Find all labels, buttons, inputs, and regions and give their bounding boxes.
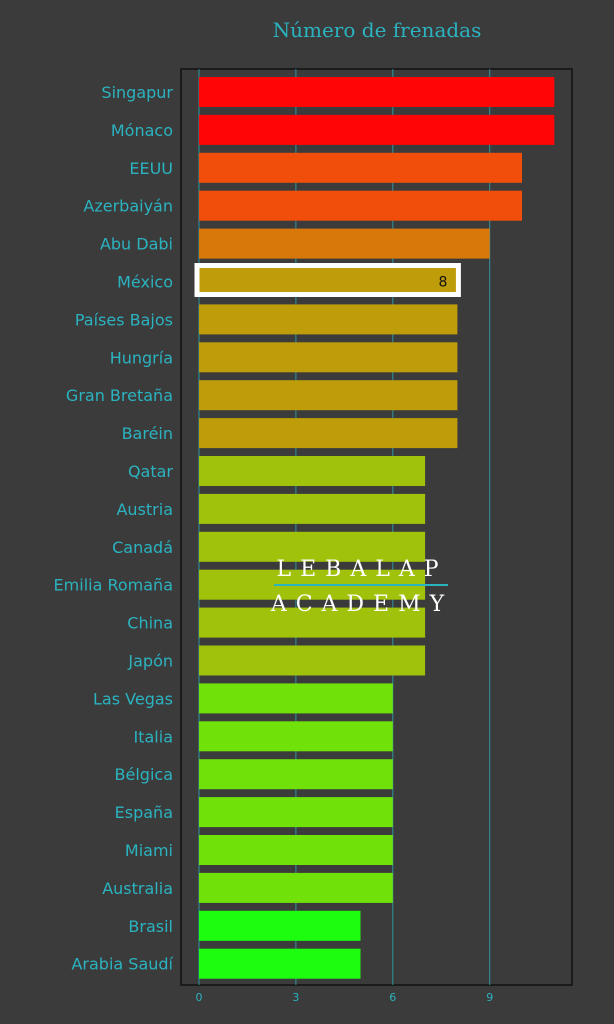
category-label: México <box>117 273 173 292</box>
category-label: Qatar <box>128 462 173 481</box>
x-tick-label: 0 <box>196 991 203 1004</box>
bar <box>199 342 458 373</box>
category-label: Emilia Romaña <box>54 576 173 595</box>
plot-area <box>180 68 573 986</box>
bar <box>199 493 426 524</box>
category-label: Brasil <box>128 917 173 936</box>
bar <box>199 418 458 449</box>
bar <box>199 910 361 941</box>
bar <box>199 304 458 335</box>
category-label: Singapur <box>101 83 173 102</box>
category-label: Países Bajos <box>75 310 173 329</box>
category-label: China <box>127 614 173 633</box>
category-label: España <box>115 803 173 822</box>
x-tick-label: 6 <box>389 991 396 1004</box>
bar <box>199 456 426 486</box>
bar <box>199 380 458 411</box>
category-label: Bélgica <box>115 765 173 784</box>
category-label: Japón <box>127 652 173 671</box>
chart-title: Número de frenadas <box>273 18 482 42</box>
category-label: Hungría <box>110 348 173 367</box>
bar <box>199 607 426 638</box>
watermark: LEBALAP ACADEMY <box>270 557 453 617</box>
category-label: Azerbaiyán <box>83 197 173 216</box>
category-label: Baréin <box>122 424 173 443</box>
category-label: Austria <box>116 500 173 519</box>
category-label: Australia <box>102 879 173 898</box>
bar <box>199 797 393 828</box>
bar <box>199 190 522 221</box>
category-label: Canadá <box>112 538 173 557</box>
highlight-group: 8 <box>194 263 461 297</box>
bar <box>199 683 393 714</box>
category-label: Italia <box>134 727 174 746</box>
bar <box>199 531 426 562</box>
bar <box>199 872 393 903</box>
bar <box>199 114 555 145</box>
watermark-line-2: ACADEMY <box>270 592 453 617</box>
bar <box>199 77 555 107</box>
bar <box>199 152 522 183</box>
category-label: Miami <box>125 841 173 860</box>
category-label: Mónaco <box>111 121 173 140</box>
bar <box>199 645 426 676</box>
bar <box>199 948 361 979</box>
category-label: Las Vegas <box>93 689 173 708</box>
bar <box>199 266 458 297</box>
highlight-frame <box>194 263 461 297</box>
category-label: Abu Dabi <box>100 235 173 254</box>
bar <box>199 759 393 790</box>
category-label: Arabia Saudí <box>71 955 173 974</box>
highlight-value-label: 8 <box>438 275 447 291</box>
bar <box>199 721 393 752</box>
x-tick-label: 9 <box>486 991 493 1004</box>
x-tick-label: 3 <box>292 991 299 1004</box>
category-labels: Singapur Mónaco EEUU Azerbaiyán Abu Dabi Méxi… <box>54 83 174 974</box>
watermark-line-1: LEBALAP <box>276 557 447 582</box>
bar <box>199 228 490 259</box>
x-tick-labels: 0 3 6 9 <box>196 991 494 1004</box>
category-label: EEUU <box>129 159 173 178</box>
category-label: Gran Bretaña <box>66 386 173 405</box>
grid-lines <box>198 69 491 985</box>
bar <box>199 835 393 865</box>
bars <box>199 77 555 979</box>
